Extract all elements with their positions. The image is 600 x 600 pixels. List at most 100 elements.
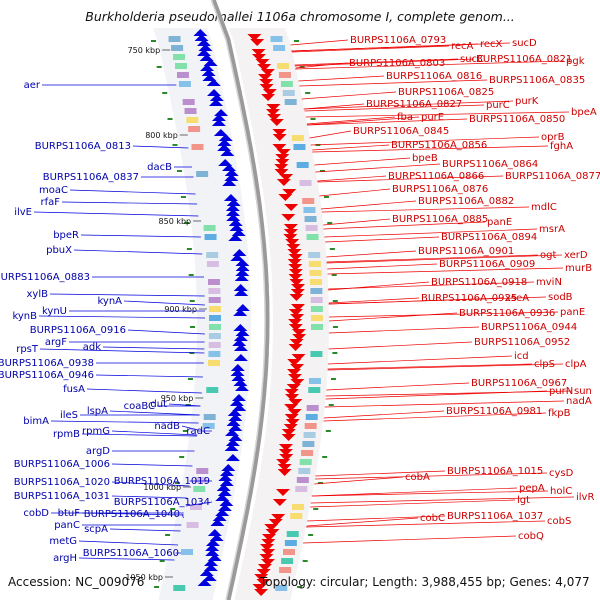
forward-track-band — [234, 596, 291, 600]
forward-gene-label: BURPS1106A_0918 — [431, 277, 527, 288]
forward-gene-label: BURPS1106A_0952 — [474, 337, 570, 348]
reverse-track-band — [193, 400, 248, 404]
reverse-gene-arrow — [217, 504, 232, 511]
forward-label-connector — [290, 39, 349, 46]
reverse-track-band — [196, 284, 251, 288]
reverse-track-band — [177, 508, 232, 512]
reverse-track-band — [183, 472, 238, 476]
forward-label-connector — [314, 157, 411, 166]
reverse-gene-arrow — [194, 34, 209, 41]
forward-label-connector — [306, 520, 546, 528]
forward-gene-label: fghA — [550, 141, 573, 152]
reverse-track-band — [193, 392, 248, 396]
reverse-track-band — [190, 216, 245, 220]
forward-gene-arrow — [256, 579, 271, 586]
forward-track-band — [229, 28, 286, 32]
reverse-feature-tile — [171, 45, 184, 51]
reverse-gene-arrow — [197, 579, 212, 586]
reverse-track-band — [195, 268, 250, 272]
forward-track-band — [237, 584, 294, 588]
scale-tick — [186, 248, 192, 250]
forward-gene-arrow — [251, 49, 266, 56]
forward-gene-label: cysD — [549, 468, 574, 479]
forward-gene-arrow — [284, 414, 299, 421]
forward-track-band — [259, 168, 316, 172]
reverse-gene-label: lspA — [87, 406, 108, 417]
forward-track-band — [271, 276, 328, 280]
scale-tick — [159, 560, 165, 562]
reverse-gene-arrow — [219, 499, 234, 506]
forward-track-band — [261, 180, 318, 184]
forward-track-band — [268, 404, 325, 408]
forward-gene-arrow — [288, 254, 303, 261]
reverse-feature-tile — [188, 126, 201, 132]
forward-gene-arrow — [283, 229, 298, 236]
reverse-feature-tile — [208, 324, 221, 330]
reverse-gene-label: BURPS1106A_0916 — [30, 325, 126, 336]
forward-feature-tile — [308, 252, 321, 258]
forward-gene-label: sucC — [460, 54, 484, 65]
forward-gene-arrow — [291, 329, 306, 336]
forward-gene-label: murB — [565, 263, 592, 274]
forward-label-connector — [319, 188, 391, 197]
reverse-gene-arrow — [202, 574, 217, 581]
forward-label-connector — [326, 382, 470, 391]
reverse-gene-label: rpsT — [16, 344, 39, 355]
forward-gene-arrow — [290, 289, 305, 296]
reverse-track-band — [181, 156, 236, 160]
forward-gene-arrow — [254, 574, 269, 581]
forward-gene-arrow — [283, 234, 298, 241]
map-title: Burkholderia pseudomallei 1106a chromoso… — [85, 9, 515, 24]
forward-track-band — [243, 556, 300, 560]
reverse-gene-arrow — [224, 174, 239, 181]
reverse-track-band — [189, 208, 244, 212]
forward-feature-tile — [302, 441, 315, 447]
forward-track-band — [265, 208, 322, 212]
reverse-gene-label: BURPS1106A_0883 — [0, 272, 90, 283]
reverse-track-band — [194, 260, 249, 264]
reverse-track-band — [196, 304, 251, 308]
reverse-track-band — [189, 204, 244, 208]
reverse-gene-arrow — [207, 529, 222, 536]
reverse-gene-arrow — [228, 234, 243, 241]
reverse-track-band — [184, 176, 239, 180]
scale-mark-label: 900 kbp — [164, 305, 197, 314]
forward-gene-arrow — [271, 514, 286, 521]
scale-tick — [174, 482, 180, 484]
reverse-track-band — [167, 556, 222, 560]
accession-text: Accession: NC_009076 — [8, 575, 145, 589]
forward-gene-arrow — [282, 189, 297, 196]
reverse-label-connector — [132, 145, 189, 149]
reverse-feature-tile — [186, 522, 199, 528]
reverse-track-band — [185, 180, 240, 184]
reverse-track-band — [165, 76, 220, 80]
reverse-track-band — [190, 424, 245, 428]
reverse-label-connector — [111, 430, 198, 436]
reverse-track-band — [166, 560, 221, 564]
forward-gene-arrow — [269, 119, 284, 126]
reverse-track-band — [171, 104, 226, 108]
reverse-feature-tile — [202, 423, 215, 429]
reverse-gene-arrow — [208, 99, 223, 106]
forward-label-connector — [303, 100, 514, 110]
reverse-gene-label: kynA — [97, 296, 122, 307]
reverse-gene-arrow — [196, 39, 211, 46]
scale-tick — [182, 430, 188, 432]
forward-gene-label: BURPS1106A_0909 — [439, 259, 535, 270]
forward-track-band — [265, 436, 322, 440]
reverse-track-band — [178, 136, 233, 140]
reverse-gene-arrow — [214, 109, 229, 116]
reverse-gene-arrow — [211, 114, 226, 121]
reverse-gene-arrow — [230, 369, 245, 376]
forward-gene-arrow — [250, 39, 265, 46]
reverse-track-band — [193, 240, 248, 244]
reverse-gene-arrow — [199, 569, 214, 576]
reverse-track-band — [190, 428, 245, 432]
reverse-track-band — [193, 244, 248, 248]
scale-tick — [302, 560, 308, 562]
forward-gene-label: BURPS1106A_1037 — [447, 511, 543, 522]
reverse-track-band — [187, 448, 242, 452]
reverse-gene-label: scpA — [84, 524, 108, 535]
reverse-gene-label: ilvE — [14, 207, 32, 218]
